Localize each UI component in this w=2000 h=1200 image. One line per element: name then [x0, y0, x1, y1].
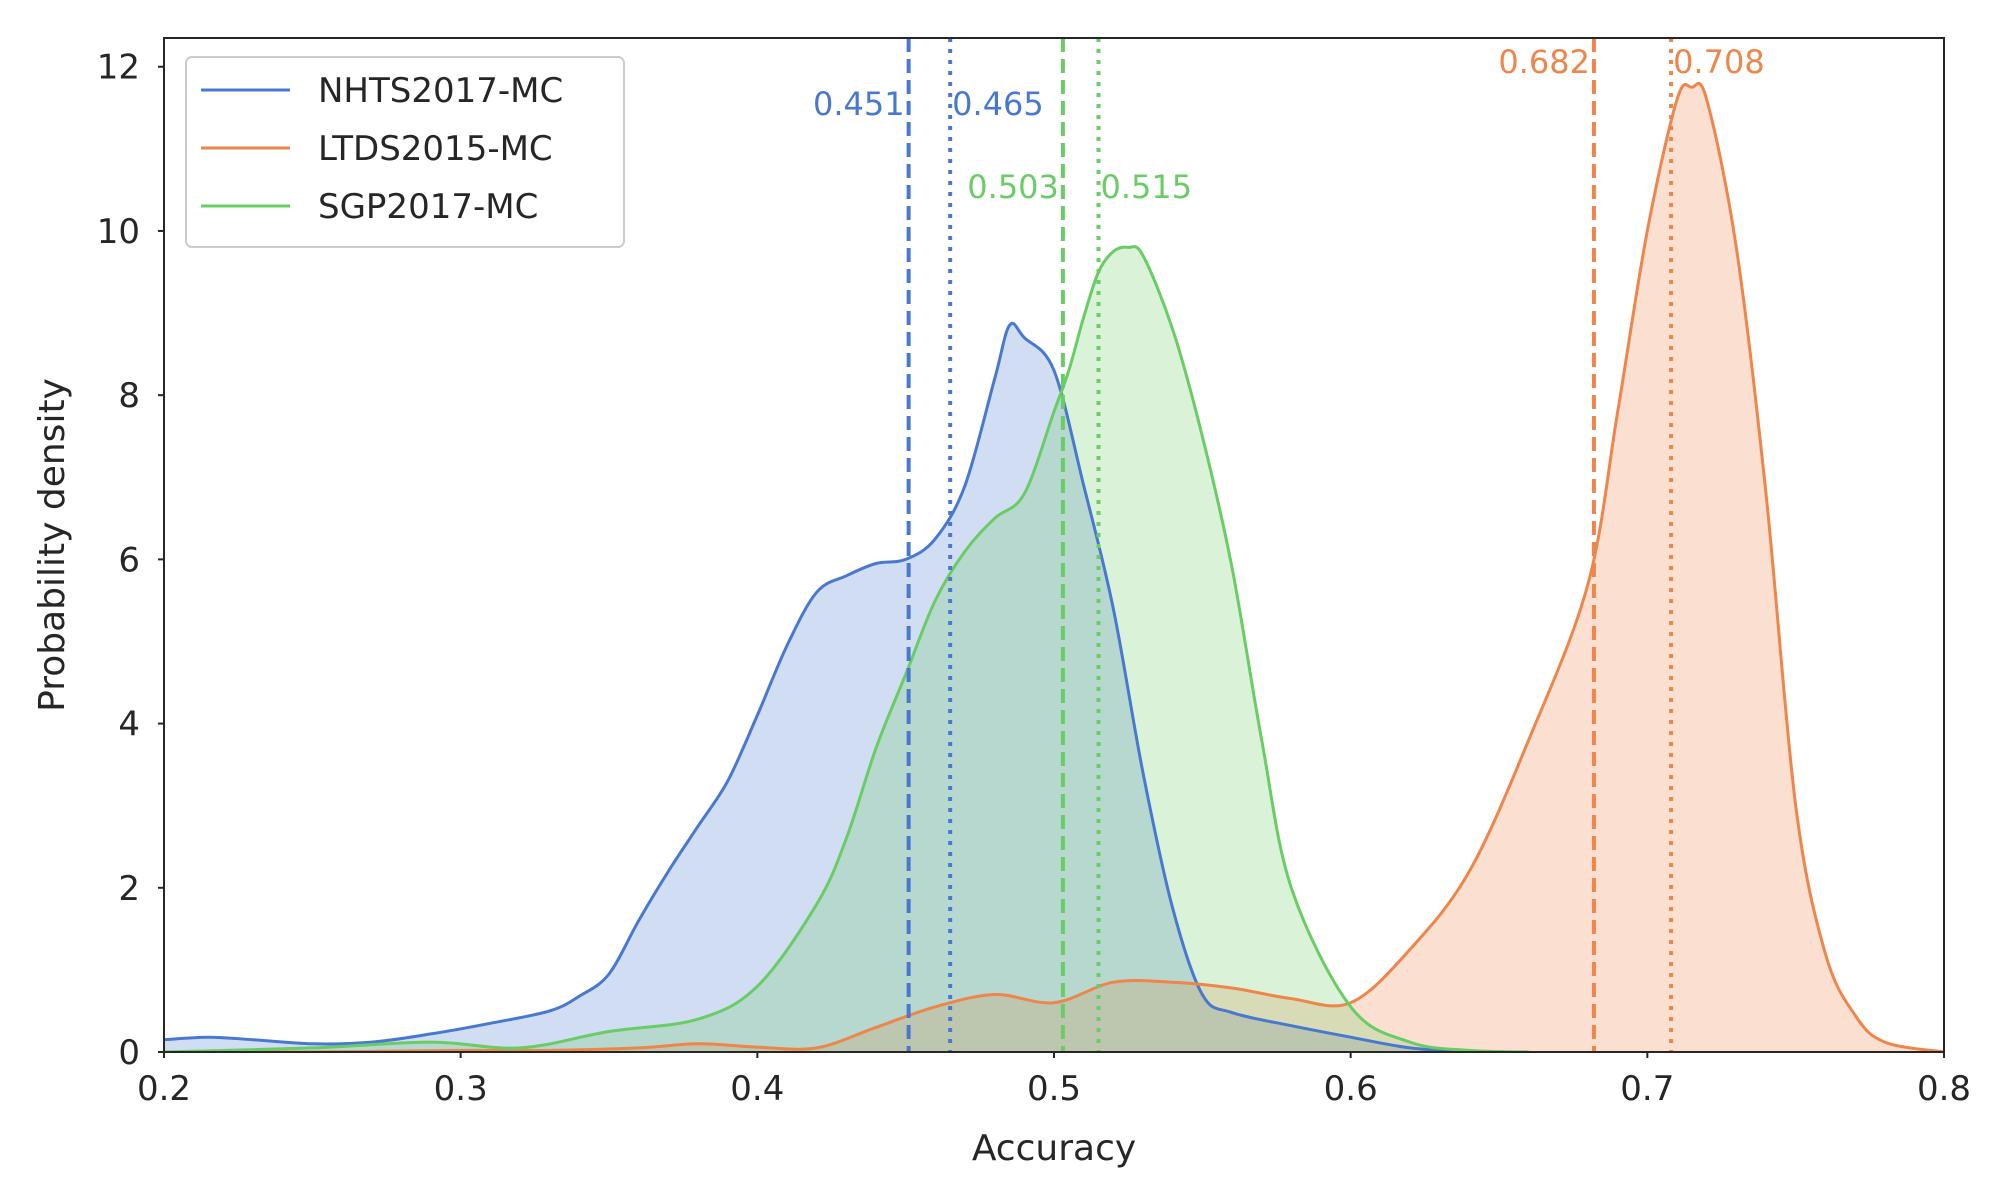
median-label-nhts2017-mc: 0.465 — [952, 85, 1044, 123]
line-sgp2017-mc — [164, 245, 1529, 1052]
y-tick-label: 2 — [118, 869, 140, 909]
area-nhts2017-mc — [164, 323, 1470, 1052]
y-tick-label: 12 — [97, 48, 140, 88]
y-axis-ticks: 0 2 4 6 8 10 12 — [97, 48, 164, 1073]
x-tick-label: 0.3 — [434, 1069, 488, 1109]
y-tick-label: 8 — [118, 376, 140, 416]
x-axis-label: Accuracy — [972, 1128, 1136, 1169]
x-tick-label: 0.8 — [1917, 1069, 1971, 1109]
reference-lines: 0.451 0.465 0.682 0.708 0.503 0.515 — [813, 38, 1765, 1052]
mean-label-ltds2015-mc: 0.682 — [1498, 43, 1590, 81]
x-axis-ticks: 0.2 0.3 0.4 0.5 0.6 0.7 0.8 — [137, 1052, 1971, 1109]
x-tick-label: 0.4 — [730, 1069, 784, 1109]
y-tick-label: 6 — [118, 540, 140, 580]
mean-label-nhts2017-mc: 0.451 — [813, 85, 905, 123]
x-tick-label: 0.6 — [1324, 1069, 1378, 1109]
density-lines — [164, 81, 1944, 1052]
line-nhts2017-mc — [164, 321, 1470, 1052]
y-axis-label: Probability density — [32, 378, 73, 712]
median-label-ltds2015-mc: 0.708 — [1673, 43, 1765, 81]
plot-frame — [163, 37, 1945, 1053]
line-ltds2015-mc — [164, 81, 1944, 1052]
legend-label-sgp2017-mc: SGP2017-MC — [318, 187, 538, 227]
y-tick-label: 4 — [118, 705, 140, 745]
density-areas — [164, 83, 1944, 1052]
y-tick-label: 10 — [97, 212, 140, 252]
area-ltds2015-mc — [164, 83, 1944, 1052]
legend-label-ltds2015-mc: LTDS2015-MC — [318, 129, 553, 169]
legend: NHTS2017-MC LTDS2015-MC SGP2017-MC — [185, 56, 625, 248]
median-label-sgp2017-mc: 0.515 — [1101, 168, 1193, 206]
legend-label-nhts2017-mc: NHTS2017-MC — [318, 71, 563, 111]
x-tick-label: 0.7 — [1620, 1069, 1674, 1109]
y-tick-label: 0 — [118, 1033, 140, 1073]
mean-label-sgp2017-mc: 0.503 — [967, 168, 1059, 206]
area-sgp2017-mc — [164, 246, 1529, 1052]
x-tick-label: 0.5 — [1027, 1069, 1081, 1109]
legend-box — [185, 56, 625, 248]
x-tick-label: 0.2 — [137, 1069, 191, 1109]
